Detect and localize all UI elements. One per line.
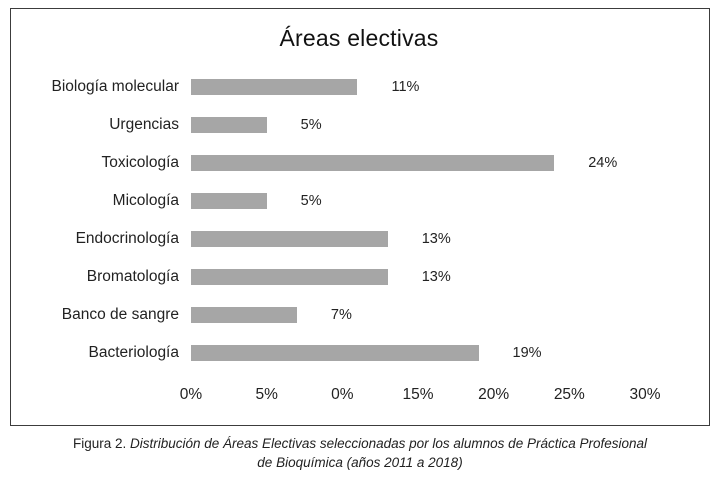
bar-chart: Biología molecular 11% Urgencias 5% Toxicolo… bbox=[27, 68, 691, 410]
value-label: 11% bbox=[391, 79, 420, 95]
x-tick-label: 5% bbox=[255, 386, 278, 403]
category-label: Endocrinología bbox=[75, 230, 179, 247]
x-tick-label: 25% bbox=[553, 386, 585, 403]
bar bbox=[191, 155, 555, 171]
caption-text-line2: de Bioquímica (años 2011 a 2018) bbox=[257, 455, 463, 470]
x-tick-label: 0% bbox=[179, 386, 203, 403]
plot-area: 7% bbox=[191, 296, 645, 334]
bar-row: Urgencias 5% bbox=[27, 106, 691, 144]
plot-area: 11% bbox=[191, 68, 645, 106]
bar-row: Endocrinología 13% bbox=[27, 220, 691, 258]
plot-area: 24% bbox=[191, 144, 645, 182]
figure-box: Áreas electivas Biología molecular 11% Urg… bbox=[10, 8, 710, 426]
bar bbox=[191, 117, 267, 133]
category-label: Bacteriología bbox=[88, 344, 179, 361]
value-label: 24% bbox=[588, 155, 618, 171]
x-axis-spacer bbox=[27, 386, 179, 410]
bar-row: Bromatología 13% bbox=[27, 258, 691, 296]
bar-row: Biología molecular 11% bbox=[27, 68, 691, 106]
value-label: 13% bbox=[421, 269, 451, 285]
bar-row: Banco de sangre 7% bbox=[27, 296, 691, 334]
value-label: 19% bbox=[512, 345, 542, 361]
bar-row: Bacteriología 19% bbox=[27, 334, 691, 372]
bar bbox=[191, 231, 388, 247]
bar bbox=[191, 307, 297, 323]
x-tick-label: 20% bbox=[478, 386, 510, 403]
category-label: Micología bbox=[112, 192, 179, 209]
caption-text-line1: Distribución de Áreas Electivas seleccio… bbox=[130, 436, 648, 451]
bar-rows: Biología molecular 11% Urgencias 5% Toxicolo… bbox=[27, 68, 691, 372]
figure-caption: Figura 2. Distribución de Áreas Electiva… bbox=[0, 434, 720, 472]
bar bbox=[191, 193, 267, 209]
x-tick-label: 15% bbox=[402, 386, 434, 403]
x-tick-label: 0% bbox=[331, 386, 354, 403]
plot-area: 13% bbox=[191, 258, 645, 296]
bar bbox=[191, 345, 479, 361]
plot-area: 5% bbox=[191, 182, 645, 220]
bar-row: Toxicología 24% bbox=[27, 144, 691, 182]
value-label: 5% bbox=[300, 193, 322, 209]
caption-figure-number: Figura 2. bbox=[72, 436, 130, 451]
x-tick-label: 30% bbox=[629, 386, 661, 403]
value-label: 13% bbox=[421, 231, 451, 247]
value-label: 7% bbox=[330, 307, 352, 323]
x-axis-row: 0% 5% 0% 15% 20% 25% 30% bbox=[27, 386, 691, 410]
category-label: Toxicología bbox=[101, 154, 179, 171]
value-label: 5% bbox=[300, 117, 322, 133]
bar bbox=[191, 79, 358, 95]
category-label: Urgencias bbox=[109, 116, 179, 133]
chart-title: Áreas electivas bbox=[279, 25, 439, 51]
bar bbox=[191, 269, 388, 285]
bar-row: Micología 5% bbox=[27, 182, 691, 220]
plot-area: 5% bbox=[191, 106, 645, 144]
category-label: Biología molecular bbox=[51, 78, 179, 95]
plot-area: 19% bbox=[191, 334, 645, 372]
category-label: Banco de sangre bbox=[61, 306, 179, 323]
x-axis: 0% 5% 0% 15% 20% 25% 30% bbox=[180, 386, 661, 410]
category-label: Bromatología bbox=[86, 268, 179, 285]
plot-area: 13% bbox=[191, 220, 645, 258]
